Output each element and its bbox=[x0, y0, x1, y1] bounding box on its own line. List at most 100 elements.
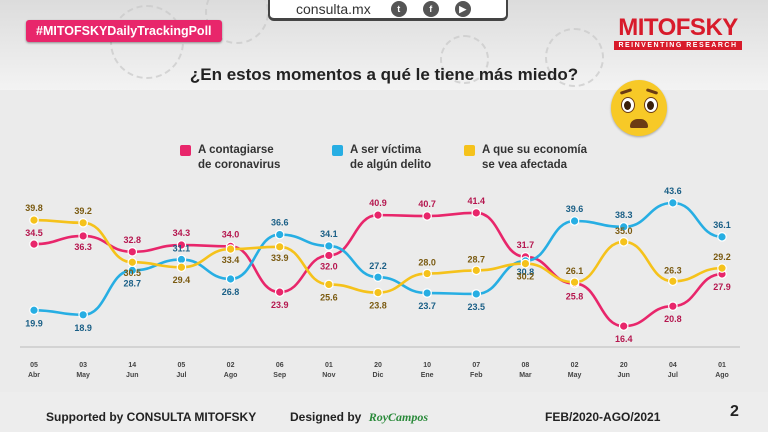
data-point bbox=[176, 262, 187, 273]
data-label: 41.4 bbox=[468, 196, 486, 206]
data-label: 18.9 bbox=[74, 323, 92, 333]
data-label: 40.9 bbox=[369, 198, 387, 208]
x-tick-label-day: 02 bbox=[571, 362, 579, 369]
data-label: 34.1 bbox=[320, 229, 338, 239]
data-label: 34.3 bbox=[173, 228, 191, 238]
data-label: 26.3 bbox=[664, 265, 682, 275]
x-tick-label-month: Nov bbox=[322, 372, 335, 379]
data-point bbox=[422, 211, 432, 221]
data-label: 25.8 bbox=[566, 292, 584, 302]
data-label: 30.5 bbox=[124, 268, 142, 278]
data-point bbox=[78, 309, 88, 320]
data-label: 39.8 bbox=[25, 203, 43, 213]
data-label: 29.2 bbox=[713, 252, 731, 262]
data-label: 39.2 bbox=[74, 206, 92, 216]
data-point bbox=[324, 279, 334, 290]
virus-decoration-icon bbox=[110, 5, 184, 79]
data-label: 28.7 bbox=[468, 254, 486, 264]
x-tick-label-month: May bbox=[568, 372, 582, 379]
hashtag-badge[interactable]: #MITOFSKYDailyTrackingPoll bbox=[26, 20, 222, 42]
youtube-icon[interactable]: ▶ bbox=[454, 1, 471, 17]
data-label: 31.7 bbox=[517, 240, 535, 250]
x-tick-label-day: 01 bbox=[325, 362, 333, 369]
x-tick-label-month: Jun bbox=[617, 372, 629, 379]
data-point bbox=[373, 272, 383, 282]
data-label: 20.8 bbox=[664, 314, 682, 324]
legend-item-delito: A ser víctima de algún delito bbox=[332, 143, 431, 173]
data-label: 34.5 bbox=[25, 228, 43, 238]
data-label: 16.4 bbox=[615, 334, 633, 344]
data-point bbox=[29, 305, 39, 316]
data-label: 29.4 bbox=[173, 275, 191, 285]
footer-designed: Designed by RoyCampos bbox=[290, 410, 428, 425]
data-label: 38.3 bbox=[615, 210, 633, 220]
footer-designer-name: RoyCampos bbox=[368, 410, 429, 424]
page-number: 2 bbox=[730, 403, 739, 420]
twitter-icon[interactable]: t bbox=[390, 1, 407, 17]
data-label: 19.9 bbox=[25, 318, 43, 328]
data-point bbox=[668, 198, 678, 208]
data-point bbox=[29, 239, 39, 249]
data-label: 33.9 bbox=[271, 253, 289, 263]
data-point bbox=[717, 263, 727, 273]
data-point bbox=[471, 289, 482, 299]
data-label: 43.6 bbox=[664, 186, 682, 196]
legend-label: A ser víctima bbox=[350, 144, 422, 156]
x-tick-label-month: Abr bbox=[28, 372, 40, 379]
footer-period: FEB/2020-AGO/2021 bbox=[545, 410, 661, 424]
x-tick-label-month: May bbox=[76, 372, 90, 379]
legend-swatch bbox=[332, 145, 343, 156]
page-title: ¿En estos momentos a qué le tiene más mi… bbox=[189, 65, 579, 84]
site-link[interactable]: consulta.mx bbox=[296, 1, 371, 17]
data-point bbox=[618, 222, 629, 232]
data-point bbox=[668, 301, 678, 311]
x-tick-label-month: Jul bbox=[176, 372, 186, 379]
data-point bbox=[471, 208, 482, 218]
x-tick-label-month: Mar bbox=[519, 372, 532, 379]
data-point bbox=[225, 274, 236, 284]
data-point bbox=[176, 240, 187, 250]
x-tick-label-day: 02 bbox=[227, 362, 235, 369]
facebook-icon[interactable]: f bbox=[422, 1, 439, 17]
data-label: 23.5 bbox=[468, 302, 486, 312]
data-label: 32.8 bbox=[124, 235, 142, 245]
data-point bbox=[225, 244, 236, 254]
data-label: 27.2 bbox=[369, 261, 387, 271]
data-label: 26.1 bbox=[566, 266, 584, 276]
x-tick-label-month: Dic bbox=[373, 372, 384, 379]
data-label: 32.0 bbox=[320, 261, 338, 271]
data-label: 26.8 bbox=[222, 287, 240, 297]
x-tick-label-day: 14 bbox=[128, 362, 136, 369]
x-tick-label-day: 08 bbox=[522, 362, 530, 369]
data-label: 35.0 bbox=[615, 226, 633, 236]
legend-item-contagio: A contagiarse de coronavirus bbox=[180, 143, 280, 173]
legend-swatch bbox=[464, 145, 475, 156]
legend-swatch bbox=[180, 145, 191, 156]
data-point bbox=[422, 288, 432, 298]
data-point bbox=[717, 232, 727, 242]
legend-label: se vea afectada bbox=[482, 159, 568, 171]
data-label: 39.6 bbox=[566, 204, 584, 214]
data-point bbox=[274, 242, 285, 252]
top-bar: consulta.mx t f ▶ bbox=[268, 0, 508, 21]
data-point bbox=[618, 237, 629, 247]
data-point bbox=[471, 265, 482, 276]
x-tick-label-month: Jul bbox=[668, 372, 678, 379]
data-label: 30.8 bbox=[517, 267, 535, 277]
data-label: 36.3 bbox=[74, 242, 92, 252]
data-label: 28.7 bbox=[124, 278, 142, 288]
data-point bbox=[569, 216, 580, 226]
x-tick-label-month: Feb bbox=[470, 372, 482, 379]
x-tick-label-month: Sep bbox=[273, 372, 286, 379]
brand-name: MITOFSKY bbox=[618, 14, 738, 41]
x-tick-label-day: 01 bbox=[718, 362, 726, 369]
data-label: 34.0 bbox=[222, 229, 240, 239]
x-tick-label-day: 03 bbox=[79, 362, 87, 369]
data-label: 36.6 bbox=[271, 218, 289, 228]
data-point bbox=[29, 215, 39, 225]
virus-decoration-icon bbox=[440, 35, 489, 84]
data-label: 33.4 bbox=[222, 255, 240, 265]
data-label: 40.7 bbox=[418, 199, 436, 209]
data-point bbox=[373, 210, 383, 220]
